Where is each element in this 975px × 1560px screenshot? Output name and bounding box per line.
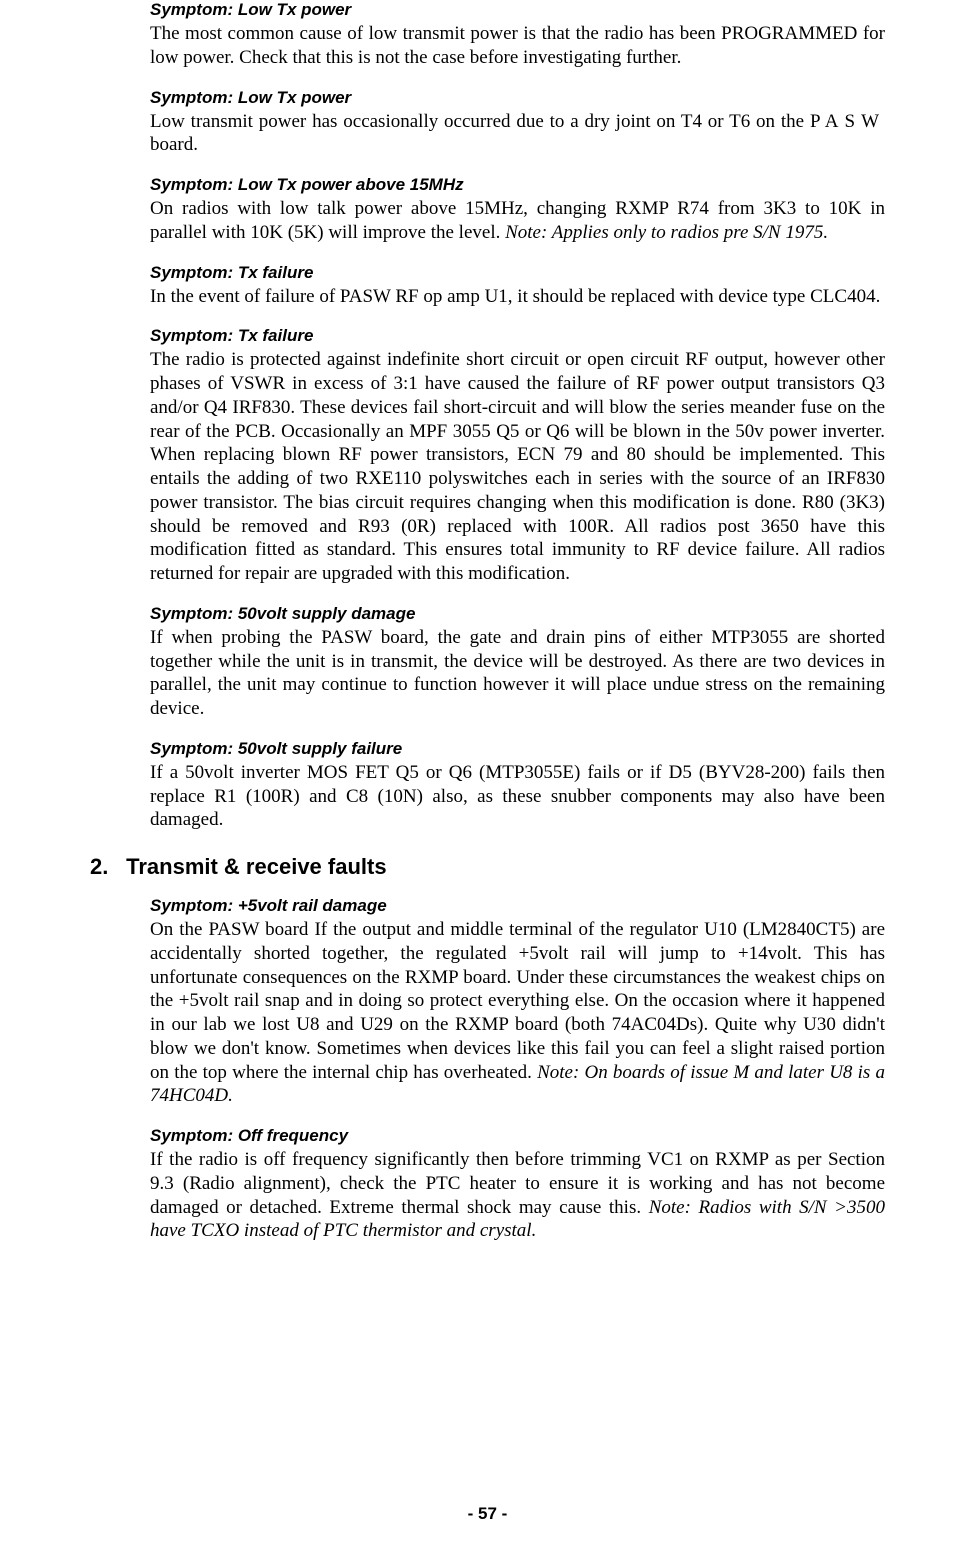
symptom-label: Symptom: Low Tx power <box>150 88 885 108</box>
symptom-body: If a 50volt inverter MOS FET Q5 or Q6 (M… <box>150 761 885 832</box>
symptom-label: Symptom: Low Tx power <box>150 0 885 20</box>
symptom-label: Symptom: Low Tx power above 15MHz <box>150 175 885 195</box>
symptom-label: Symptom: +5volt rail damage <box>150 896 885 916</box>
body-prefix: Low transmit power has occasionally occu… <box>150 111 810 132</box>
body-spaced: PASW <box>810 111 885 132</box>
section-heading: 2. Transmit & receive faults <box>90 854 885 880</box>
symptom-body: If when probing the PASW board, the gate… <box>150 626 885 721</box>
symptom-body: In the event of failure of PASW RF op am… <box>150 285 885 309</box>
symptom-block: Symptom: +5volt rail damage On the PASW … <box>150 896 885 1108</box>
symptom-body: Low transmit power has occasionally occu… <box>150 110 885 158</box>
symptom-block: Symptom: Tx failure The radio is protect… <box>150 326 885 586</box>
symptom-body: The most common cause of low transmit po… <box>150 22 885 70</box>
symptom-label: Symptom: Off frequency <box>150 1126 885 1146</box>
symptom-label: Symptom: 50volt supply failure <box>150 739 885 759</box>
symptom-block: Symptom: Tx failure In the event of fail… <box>150 263 885 309</box>
body-main: On the PASW board If the output and midd… <box>150 919 885 1083</box>
symptom-block: Symptom: Low Tx power Low transmit power… <box>150 88 885 158</box>
section-number: 2. <box>90 854 120 880</box>
symptom-body: On radios with low talk power above 15MH… <box>150 197 885 245</box>
symptom-block: Symptom: 50volt supply damage If when pr… <box>150 604 885 721</box>
symptom-block: Symptom: Off frequency If the radio is o… <box>150 1126 885 1243</box>
symptom-label: Symptom: Tx failure <box>150 263 885 283</box>
page-number: - 57 - <box>0 1504 975 1524</box>
symptom-block: Symptom: 50volt supply failure If a 50vo… <box>150 739 885 832</box>
section-title: Transmit & receive faults <box>126 854 386 879</box>
symptom-block: Symptom: Low Tx power The most common ca… <box>150 0 885 70</box>
symptom-block: Symptom: Low Tx power above 15MHz On rad… <box>150 175 885 245</box>
symptom-body: On the PASW board If the output and midd… <box>150 918 885 1108</box>
symptom-body: If the radio is off frequency significan… <box>150 1148 885 1243</box>
page-container: Symptom: Low Tx power The most common ca… <box>0 0 975 1560</box>
body-note: Note: Applies only to radios pre S/N 197… <box>505 222 828 243</box>
body-suffix: board. <box>150 134 198 155</box>
symptom-label: Symptom: 50volt supply damage <box>150 604 885 624</box>
symptom-body: The radio is protected against indefinit… <box>150 348 885 586</box>
symptom-label: Symptom: Tx failure <box>150 326 885 346</box>
